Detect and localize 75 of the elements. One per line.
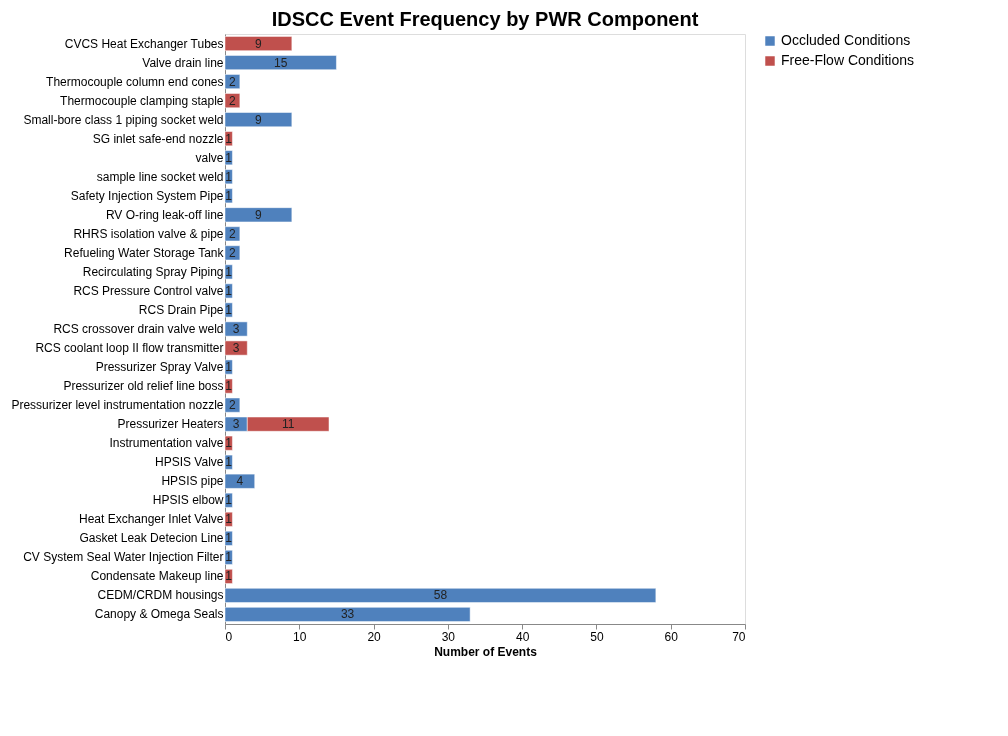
data-label: 2 [229,398,237,413]
x-tick-label: 20 [367,629,382,644]
data-label: 2 [229,226,237,241]
x-tick-label: 40 [515,629,530,644]
data-label: 58 [433,588,448,603]
x-axis-title: Number of Events [434,644,538,659]
data-label: 1 [225,169,233,184]
data-label: 1 [225,379,233,394]
y-tick-label: CV System Seal Water Injection Filter [23,550,224,565]
y-tick-label: RHRS isolation valve & pipe [73,226,224,241]
data-label: 1 [225,283,233,298]
y-tick-label: Thermocouple column end cones [46,74,224,89]
y-tick-label: Canopy & Omega Seals [94,607,224,622]
data-label: 1 [225,531,233,546]
y-tick-label: HPSIS Valve [155,455,224,470]
y-tick-label: Safety Injection System Pipe [70,188,224,203]
y-tick-label: CEDM/CRDM housings [97,588,224,603]
data-label: 1 [225,455,233,470]
data-label: 3 [232,341,240,356]
y-tick-label: Valve drain line [142,55,224,70]
y-tick-label: HPSIS pipe [161,474,224,489]
y-tick-label: RCS Drain Pipe [138,302,224,317]
data-label: 2 [229,74,237,89]
data-label: 1 [225,569,233,584]
data-label: 1 [225,264,233,279]
y-tick-label: Condensate Makeup line [90,569,224,584]
data-label: 9 [255,207,263,222]
y-tick-label: RCS Pressure Control valve [73,283,224,298]
x-tick-label: 0 [225,629,233,644]
y-tick-label: RCS coolant loop II flow transmitter [35,341,224,356]
data-label: 11 [281,417,295,432]
data-label: 1 [225,512,233,527]
x-tick-label: 70 [732,629,746,644]
data-label: 1 [225,360,233,375]
data-label: 1 [225,302,233,317]
y-tick-label: Pressurizer level instrumentation nozzle [11,398,224,413]
y-tick-label: RCS crossover drain valve weld [53,322,224,336]
y-tick-label: Pressurizer Spray Valve [95,360,224,375]
y-tick-label: Refueling Water Storage Tank [64,245,225,260]
y-tick-label: SG inlet safe-end nozzle [92,131,224,146]
x-tick-label: 10 [293,629,307,644]
data-label: 1 [225,188,233,203]
y-tick-label: Small-bore class 1 piping socket weld [23,112,224,127]
data-label: 3 [232,322,240,336]
data-label: 1 [225,131,233,146]
data-label: 1 [225,493,233,508]
legend-label: Free-Flow Conditions [781,52,915,68]
data-label: 2 [229,93,237,108]
y-tick-label: Pressurizer Heaters [117,417,224,432]
data-label: 33 [340,607,355,622]
y-tick-label: Pressurizer old relief line boss [63,379,224,394]
y-tick-label: Recirculating Spray Piping [82,264,224,279]
x-tick-label: 60 [664,629,679,644]
chart-title: IDSCC Event Frequency by PWR Component [271,8,699,30]
data-label: 1 [225,550,233,565]
y-tick-label: RV O-ring leak-off line [105,207,224,222]
x-tick-label: 30 [441,629,456,644]
y-tick-label: HPSIS elbow [152,493,224,508]
y-tick-label: Thermocouple clamping staple [60,93,224,108]
y-tick-label: Gasket Leak Detecion Line [79,531,224,546]
data-label: 9 [255,112,263,127]
y-tick-label: CVCS Heat Exchanger Tubes [64,36,224,51]
data-label: 15 [274,55,288,70]
y-tick-label: sample line socket weld [96,169,224,184]
data-label: 4 [236,474,244,489]
y-tick-label: valve [195,150,224,165]
x-tick-label: 50 [590,629,604,644]
data-label: 9 [255,36,263,51]
data-label: 2 [229,245,237,260]
y-tick-label: Instrumentation valve [109,436,224,451]
data-label: 1 [225,436,233,451]
data-label: 3 [232,417,240,432]
legend-label: Occluded Conditions [781,32,911,48]
data-label: 1 [225,150,233,165]
y-tick-label: Heat Exchanger Inlet Valve [78,512,224,527]
